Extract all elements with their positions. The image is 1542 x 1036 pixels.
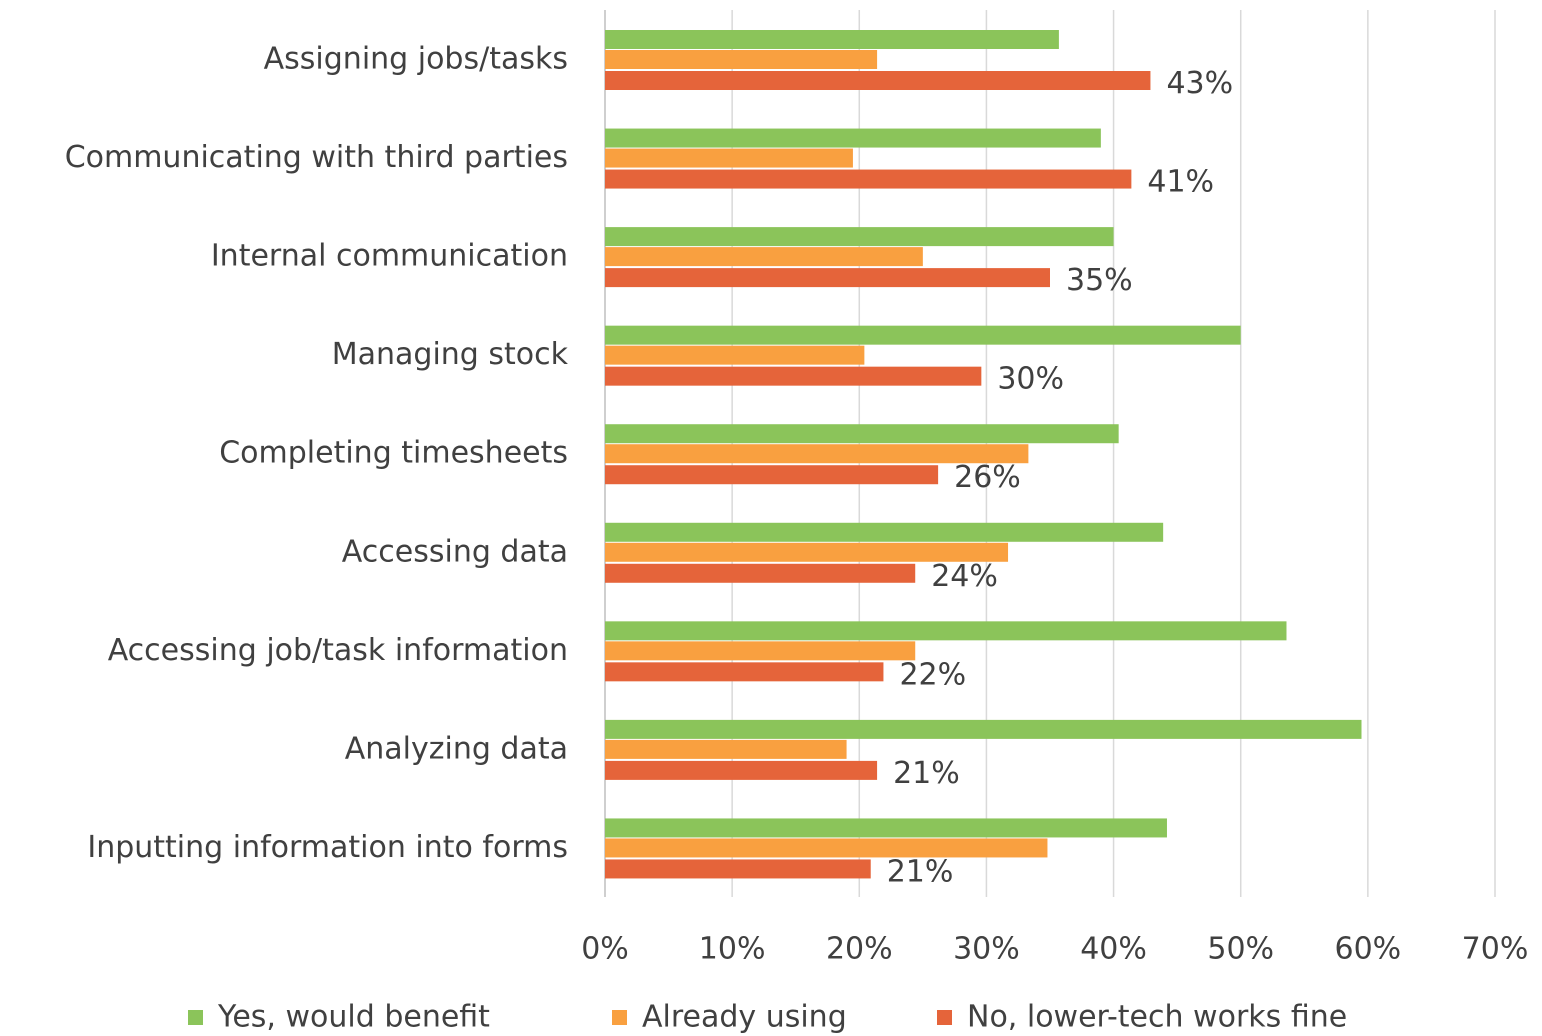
x-tick-label: 20%	[826, 932, 893, 967]
bar	[605, 227, 1114, 247]
category-label: Communicating with third parties	[65, 140, 568, 175]
x-tick-label: 30%	[953, 932, 1020, 967]
data-label: 22%	[899, 657, 966, 692]
bar	[605, 621, 1287, 641]
legend-label: No, lower-tech works fine	[967, 1000, 1347, 1035]
bar	[605, 542, 1009, 562]
bar	[605, 30, 1059, 49]
data-label: 41%	[1147, 165, 1214, 200]
bar	[605, 719, 1362, 739]
bar	[605, 641, 916, 661]
bar	[605, 128, 1101, 148]
bar	[605, 444, 1029, 464]
bar	[605, 522, 1164, 542]
x-tick-label: 70%	[1462, 932, 1529, 967]
legend-label: Yes, would benefit	[217, 1000, 490, 1035]
bar	[605, 818, 1167, 838]
bar	[605, 859, 871, 879]
bar	[605, 662, 884, 682]
category-label: Accessing job/task information	[108, 633, 568, 668]
bar	[605, 739, 847, 759]
x-tick-label: 40%	[1080, 932, 1147, 967]
bar	[605, 325, 1241, 345]
bar	[605, 268, 1050, 288]
bar	[605, 366, 982, 386]
x-tick-label: 50%	[1207, 932, 1274, 967]
x-tick-label: 60%	[1335, 932, 1402, 967]
data-label: 24%	[931, 559, 998, 594]
category-label: Accessing data	[342, 534, 568, 569]
legend-marker	[937, 1010, 952, 1025]
bar	[605, 50, 878, 69]
bar	[605, 838, 1048, 858]
category-label: Assigning jobs/tasks	[264, 42, 568, 77]
legend-marker	[612, 1010, 627, 1025]
bar	[605, 563, 916, 583]
bar	[605, 424, 1119, 444]
data-label: 30%	[997, 362, 1064, 397]
data-label: 26%	[954, 460, 1021, 495]
bar	[605, 148, 853, 168]
category-label: Managing stock	[332, 337, 569, 372]
legend-label: Already using	[642, 1000, 847, 1035]
category-label: Analyzing data	[345, 731, 568, 766]
data-label: 35%	[1066, 263, 1133, 298]
bar	[605, 345, 865, 365]
bar	[605, 169, 1132, 189]
category-label: Inputting information into forms	[87, 830, 568, 865]
data-label: 21%	[893, 756, 960, 791]
category-label: Internal communication	[211, 239, 568, 274]
data-label: 43%	[1166, 66, 1233, 101]
x-tick-label: 0%	[581, 932, 629, 967]
bar	[605, 760, 878, 780]
bar	[605, 247, 923, 267]
category-label: Completing timesheets	[219, 436, 568, 471]
x-tick-label: 10%	[699, 932, 766, 967]
bar	[605, 71, 1151, 90]
data-label: 21%	[887, 854, 954, 889]
legend-marker	[188, 1010, 203, 1025]
bar	[605, 465, 939, 485]
